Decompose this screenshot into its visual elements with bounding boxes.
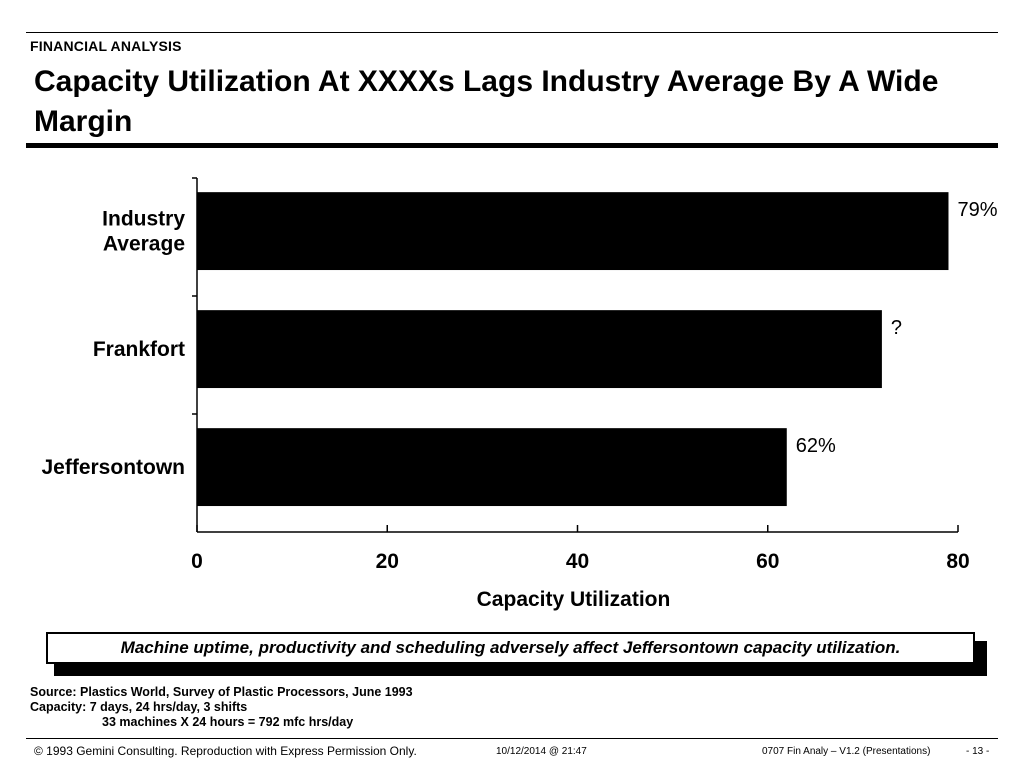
x-axis-title: Capacity Utilization <box>477 588 671 611</box>
capacity-calc-note: 33 machines X 24 hours = 792 mfc hrs/day <box>102 715 354 729</box>
data-label: ? <box>891 317 902 339</box>
x-tick-label: 0 <box>191 550 203 573</box>
source-note: Source: Plastics World, Survey of Plasti… <box>30 685 413 699</box>
x-tick-label: 40 <box>566 550 589 573</box>
footer-timestamp: 10/12/2014 @ 21:47 <box>496 746 587 757</box>
bar-industry-average <box>197 192 949 271</box>
footer-copyright: © 1993 Gemini Consulting. Reproduction w… <box>34 744 417 758</box>
category-label: Jeffersontown <box>41 456 185 479</box>
capacity-note: Capacity: 7 days, 24 hrs/day, 3 shifts <box>30 700 248 714</box>
data-label: 62% <box>796 435 836 457</box>
x-tick-label: 60 <box>756 550 779 573</box>
footer-doc-id: 0707 Fin Analy – V1.2 (Presentations) <box>762 746 931 757</box>
section-label: FINANCIAL ANALYSIS <box>30 38 182 54</box>
callout-text: Machine uptime, productivity and schedul… <box>120 638 901 657</box>
category-label: Frankfort <box>93 338 185 361</box>
x-tick-label: 20 <box>376 550 399 573</box>
bar-frankfort <box>197 310 882 389</box>
page-title: Capacity Utilization At XXXXs Lags Indus… <box>34 65 939 138</box>
capacity-bar-chart: Industry Average 79% Frankfort? Jeffersontow… <box>41 177 998 611</box>
title-rule <box>26 143 998 148</box>
source-notes: Source: Plastics World, Survey of Plasti… <box>30 685 413 730</box>
category-label: Industry Average <box>102 208 185 256</box>
data-label: 79% <box>957 199 997 221</box>
callout-box: Machine uptime, productivity and schedul… <box>46 632 975 664</box>
x-tick-label: 80 <box>946 550 969 573</box>
bar-jeffersontown <box>197 428 787 507</box>
top-rule <box>26 32 998 33</box>
footer-rule <box>26 738 998 739</box>
footer-page-number: - 13 - <box>966 746 990 757</box>
